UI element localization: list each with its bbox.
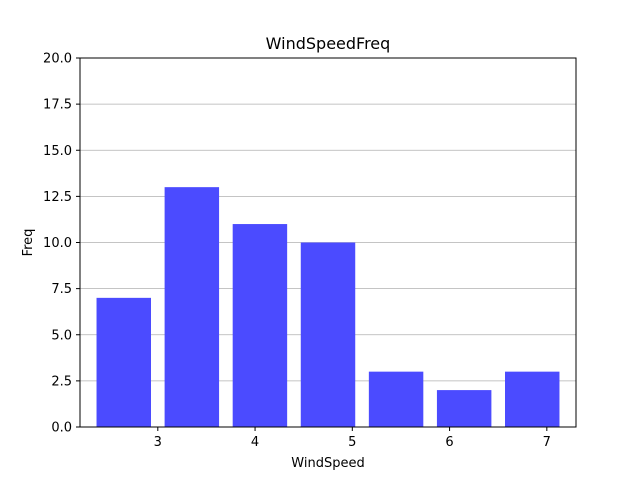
bar-4 (368, 371, 424, 427)
y-tick-label: 20.0 (43, 52, 72, 67)
bar-5 (436, 390, 492, 427)
bar-6 (505, 371, 560, 427)
y-tick-label: 17.5 (43, 98, 72, 113)
x-tick-label: 4 (251, 435, 259, 450)
y-tick-label: 15.0 (43, 144, 72, 159)
x-axis-label: WindSpeed (291, 456, 364, 471)
y-tick-label: 12.5 (43, 190, 72, 205)
x-axis-ticks: 3 4 5 6 7 (154, 427, 551, 450)
y-tick-label: 10.0 (43, 236, 72, 251)
x-tick-label: 7 (543, 435, 551, 450)
x-tick-label: 6 (445, 435, 453, 450)
bars (96, 187, 560, 427)
y-tick-label: 7.5 (51, 282, 72, 297)
x-tick-label: 5 (348, 435, 356, 450)
bar-3 (300, 242, 356, 427)
y-axis-label: Freq (21, 229, 36, 257)
bar-1 (164, 187, 220, 427)
y-tick-label: 5.0 (51, 328, 72, 343)
x-tick-label: 3 (154, 435, 162, 450)
bar-2 (232, 224, 288, 427)
bar-0 (96, 297, 151, 427)
y-tick-label: 0.0 (51, 421, 72, 436)
y-tick-label: 2.5 (51, 374, 72, 389)
y-axis-ticks: 0.0 2.5 5.0 7.5 10.0 12.5 15.0 17.5 20.0 (43, 52, 80, 436)
chart-title: WindSpeedFreq (266, 34, 391, 53)
